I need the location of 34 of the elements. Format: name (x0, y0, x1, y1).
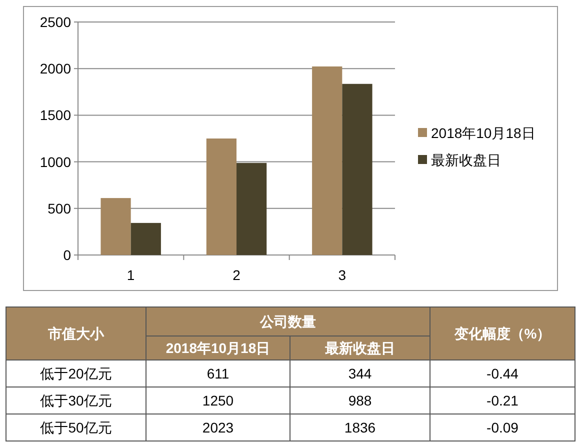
text: 344 (348, 366, 372, 382)
text: 1250 (202, 392, 234, 408)
bar (100, 198, 131, 255)
text: 市值大小 (47, 326, 105, 342)
category-label: 最新收盘日 (324, 340, 395, 356)
x-tick-label: 2 (232, 267, 241, 283)
y-tick-label: 500 (48, 200, 72, 216)
category-label: 变化幅度（%） (453, 326, 551, 342)
x-tick-label: 3 (338, 267, 346, 283)
legend-label: 2018年10月18日 (431, 125, 536, 141)
x-tick-label: 1 (126, 267, 135, 283)
text: 1836 (344, 420, 376, 436)
bar (236, 162, 267, 255)
category-label: 低于20亿元 (40, 366, 112, 382)
y-tick-label: 2000 (40, 60, 72, 77)
text: 611 (206, 366, 230, 382)
category-label: 低于30亿元 (40, 392, 112, 408)
legend-label: 最新收盘日 (431, 152, 501, 168)
text: -0.21 (486, 392, 518, 408)
category-label: 低于50亿元 (40, 420, 112, 436)
text: 988 (348, 392, 372, 408)
category-label: 2018年10月18日 (166, 340, 270, 356)
text: 2023 (202, 420, 234, 436)
text: 公司数量 (259, 314, 316, 330)
y-tick-label: 1000 (40, 154, 72, 170)
text: -0.09 (486, 420, 518, 436)
y-tick-label: 0 (63, 247, 72, 263)
text: -0.44 (486, 366, 518, 382)
y-tick-label: 2500 (40, 14, 72, 30)
y-tick-label: 1500 (40, 107, 72, 124)
bar (206, 138, 236, 255)
bar (312, 66, 342, 255)
bar (130, 222, 161, 255)
bar (342, 84, 372, 255)
